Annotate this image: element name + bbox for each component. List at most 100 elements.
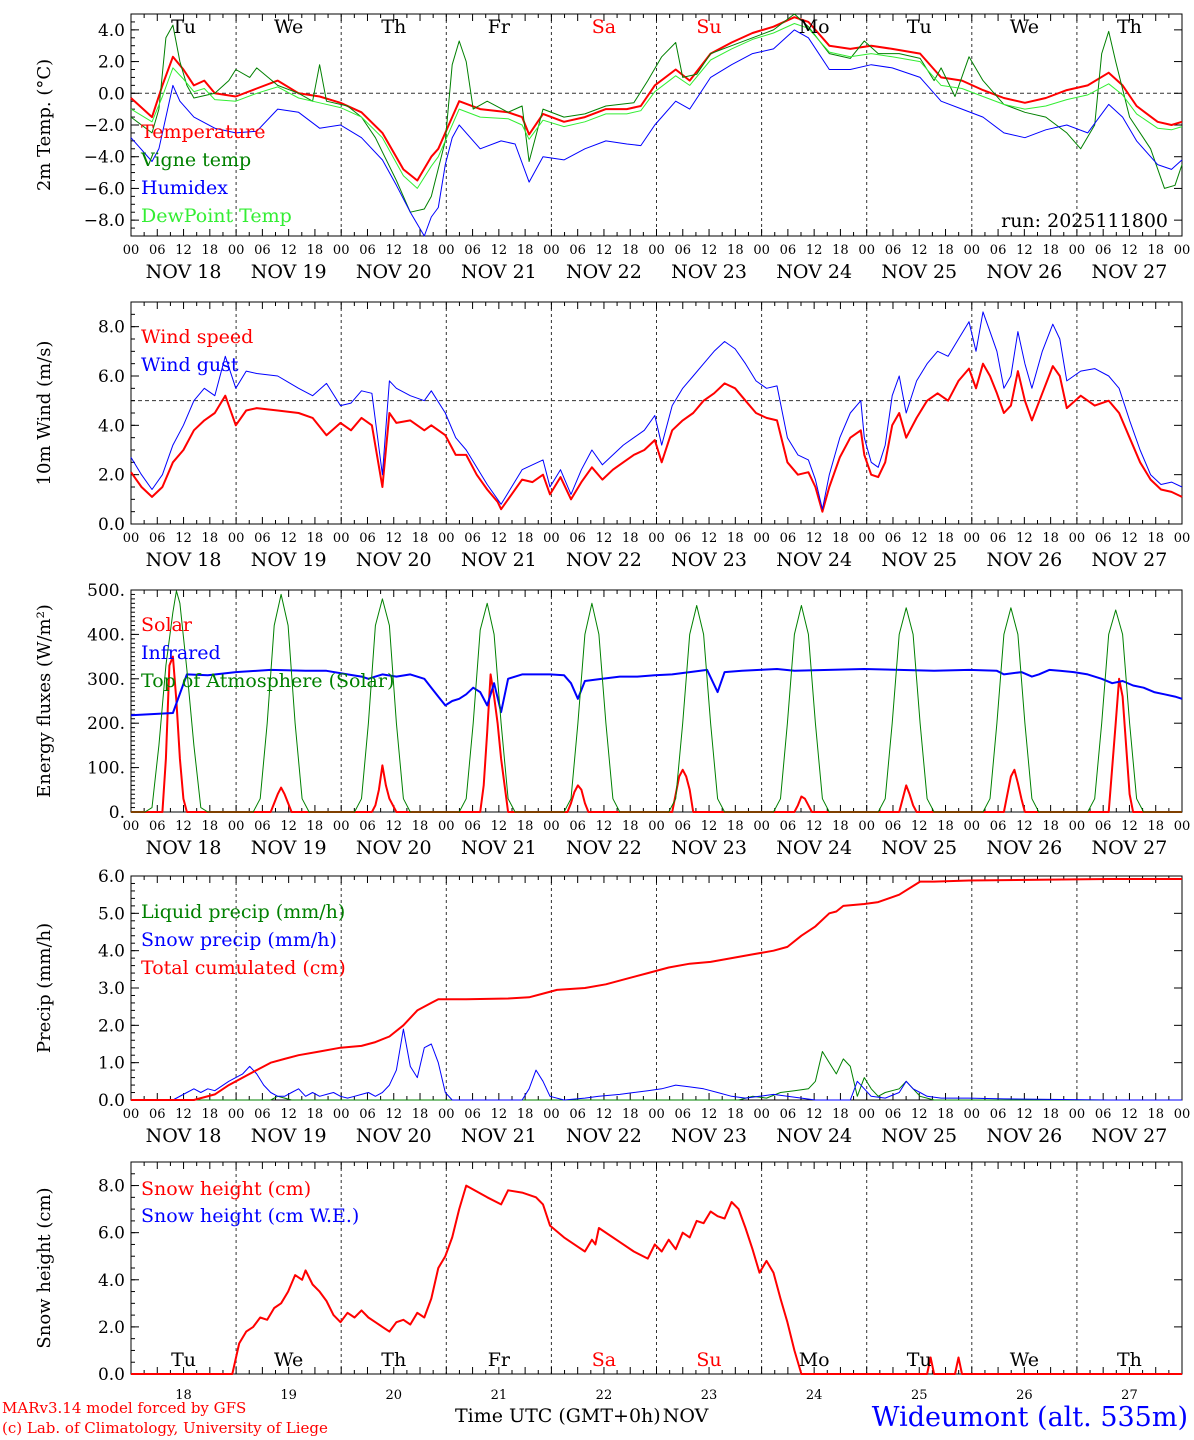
hour-tick-label: 12: [175, 531, 192, 546]
hour-tick-label: 12: [596, 531, 613, 546]
legend-entry: Solar: [141, 614, 193, 636]
hour-tick-label: 18: [622, 1107, 639, 1122]
weekday-label: Mo: [799, 16, 830, 38]
hour-tick-label: 12: [1016, 531, 1033, 546]
hour-tick-label: 00: [438, 531, 455, 546]
date-label: NOV 22: [566, 549, 642, 571]
hour-tick-labels: 00 06 12 18 00 06 12 18 00 06 12 18 00 06 12 18 00 06 12 18…: [123, 531, 1191, 571]
hour-tick-label: 18: [202, 531, 219, 546]
hour-tick-label: 18: [832, 531, 849, 546]
weekday-label: Su: [696, 1349, 721, 1371]
hour-tick-label: 00: [123, 531, 140, 546]
legend-entry: Humidex: [141, 177, 228, 199]
y-tick-label: 0.0: [98, 1365, 125, 1385]
hour-tick-label: 00: [228, 243, 245, 258]
hour-tick-label: 12: [701, 531, 718, 546]
hour-tick-label: 12: [385, 819, 402, 834]
hour-tick-label: 18: [622, 243, 639, 258]
hour-tick-label: 18: [727, 243, 744, 258]
y-axis-label: Energy fluxes (W/m²): [34, 604, 55, 798]
legend-entry: Temperature: [141, 121, 265, 143]
hour-tick-label: 00: [753, 819, 770, 834]
hour-tick-label: 00: [228, 1107, 245, 1122]
hour-tick-label: 18: [937, 1107, 954, 1122]
hour-tick-label: 18: [1147, 1107, 1164, 1122]
hour-tick-label: 00: [648, 243, 665, 258]
hour-tick-label: 00: [858, 1107, 875, 1122]
date-label: NOV 20: [356, 1125, 432, 1147]
station-label: Wideumont (alt. 535m): [871, 1402, 1188, 1433]
y-tick-label: 0.0: [98, 515, 125, 535]
y-tick-label: 4.0: [98, 21, 125, 41]
hour-tick-label: 12: [701, 243, 718, 258]
series-line-solar: [131, 655, 1182, 813]
hour-tick-label: 12: [701, 819, 718, 834]
hour-tick-label: 06: [569, 819, 586, 834]
date-label: NOV 19: [251, 1125, 327, 1147]
hour-tick-labels: 00 06 12 18 00 06 12 18 00 06 12 18 00 06 12 18 00 06 12 18…: [123, 1107, 1191, 1147]
weekday-labels-bottom: Tu We Th Fr Sa Su Mo Tu We Th 18 19 20 21 22 23 24 25 26 27: [171, 1349, 1142, 1403]
legend-entry: Total cumulated (cm): [141, 957, 346, 979]
hour-tick-label: 18: [202, 819, 219, 834]
hour-tick-label: 00: [543, 243, 560, 258]
legend-entry: Infrared: [141, 642, 221, 664]
hour-tick-label: 06: [1095, 1107, 1112, 1122]
hour-tick-label: 18: [412, 531, 429, 546]
date-label: NOV 23: [671, 837, 747, 859]
hour-tick-label: 06: [254, 819, 271, 834]
panel-wind: 0.0 2.0 4.0 6.0 8.0 10m Wind (m/s) Wind speed W…: [34, 301, 1191, 571]
hour-tick-label: 00: [543, 819, 560, 834]
hour-tick-label: 00: [1174, 1107, 1191, 1122]
weekday-label: We: [1010, 1349, 1039, 1371]
hour-tick-label: 06: [1095, 243, 1112, 258]
weekday-label: Sa: [592, 16, 616, 38]
date-label: NOV 20: [356, 261, 432, 283]
weekday-label: Tu: [907, 16, 932, 38]
date-label: NOV 25: [881, 1125, 957, 1147]
y-axis-label: 10m Wind (m/s): [34, 341, 55, 486]
legend-entry: Snow height (cm): [141, 1178, 311, 1200]
series-line-wind-gust: [130, 311, 1183, 510]
hour-tick-labels: 00 06 12 18 00 06 12 18 00 06 12 18 00 06 12 18 00 06 12 18…: [123, 243, 1191, 283]
y-tick-label: 6.0: [98, 1224, 125, 1244]
hour-tick-label: 00: [333, 1107, 350, 1122]
hour-tick-label: 12: [1121, 243, 1138, 258]
weekday-label: We: [1010, 16, 1039, 38]
hour-tick-label: 00: [228, 819, 245, 834]
legend-entry: Top of Atmosphere (Solar): [141, 670, 394, 692]
legend-entry: Liquid precip (mm/h): [141, 901, 345, 923]
series-line-infrared: [130, 668, 1183, 717]
panel-precip: 0.0 1.0 2.0 3.0 4.0 5.0 6.0 Precip (mm/h) Liquid…: [34, 867, 1190, 1147]
date-label: NOV 20: [356, 549, 432, 571]
hour-tick-label: 12: [911, 819, 928, 834]
legend-entry: DewPoint Temp: [141, 205, 292, 227]
chart-content: −8.0 −6.0 −4.0 −2.0 0.0 2.0 4.0 2m Temp. (°C) Te…: [34, 13, 1191, 1403]
weekday-label: Su: [696, 16, 721, 38]
day-number-label: 18: [175, 1388, 192, 1403]
hour-tick-label: 12: [1121, 1107, 1138, 1122]
y-tick-label: 0.0: [98, 84, 125, 104]
hour-ticks: [130, 590, 1183, 812]
weekday-label: Mo: [799, 1349, 830, 1371]
hour-tick-label: 12: [1016, 819, 1033, 834]
date-label: NOV 26: [986, 549, 1062, 571]
legend-entry: Snow precip (mm/h): [141, 929, 337, 951]
hour-tick-label: 12: [1121, 531, 1138, 546]
hour-tick-label: 12: [385, 531, 402, 546]
hour-tick-label: 06: [569, 531, 586, 546]
hour-tick-label: 18: [622, 531, 639, 546]
date-label: NOV 18: [146, 261, 222, 283]
date-label: NOV 21: [461, 1125, 537, 1147]
y-tick-label: 8.0: [98, 1177, 125, 1197]
hour-tick-label: 00: [964, 531, 981, 546]
hour-tick-label: 12: [175, 243, 192, 258]
y-tick-label: 8.0: [98, 318, 125, 338]
series-line-wind-speed: [130, 362, 1183, 513]
hour-tick-label: 06: [675, 531, 692, 546]
series-line-snow-precip-mm-h-: [131, 1028, 1182, 1101]
hour-tick-label: 12: [1016, 243, 1033, 258]
date-label: NOV 21: [461, 549, 537, 571]
hour-tick-label: 18: [727, 1107, 744, 1122]
hour-tick-label: 18: [937, 819, 954, 834]
